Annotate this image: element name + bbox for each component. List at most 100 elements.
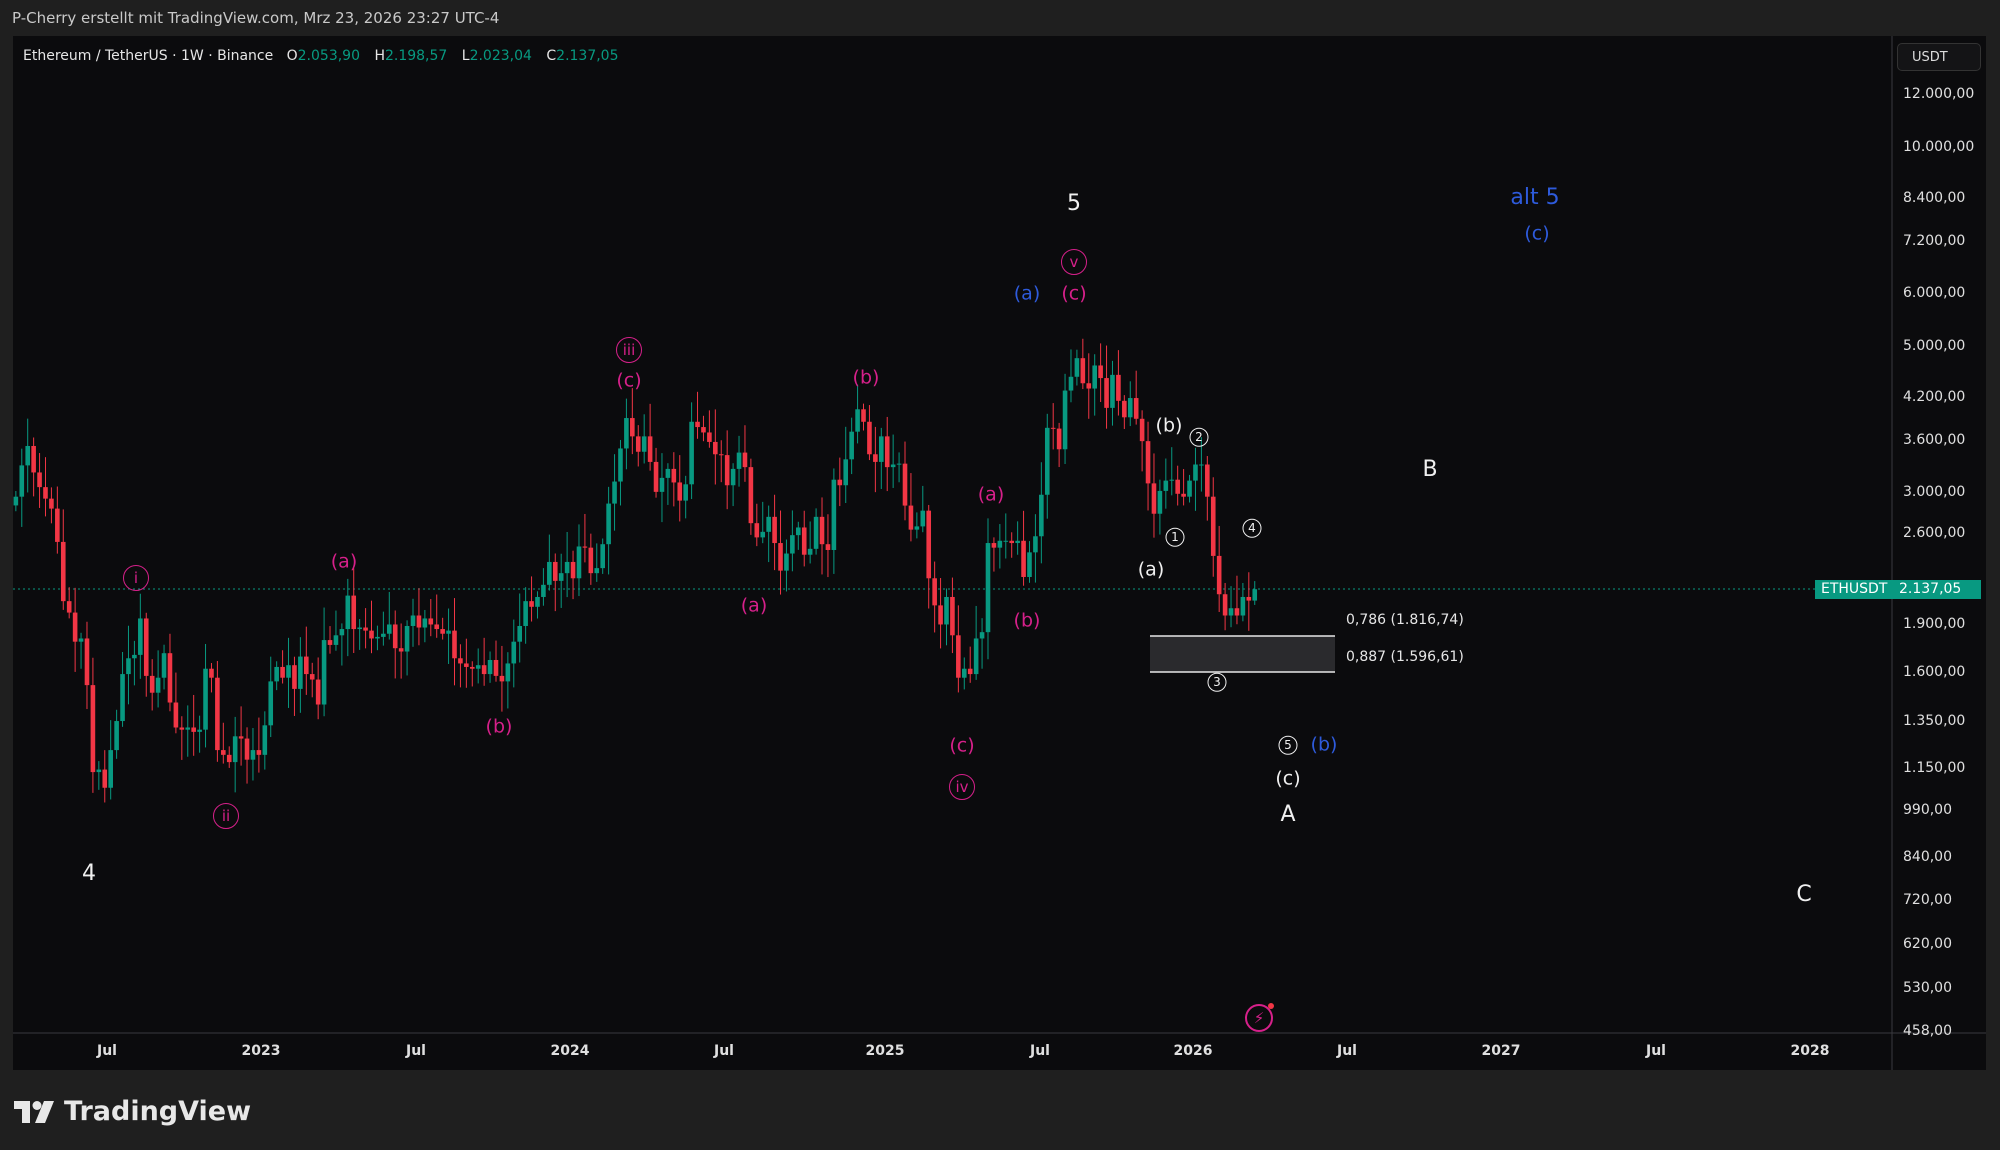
candle-body (1210, 496, 1216, 556)
candle-body (653, 461, 659, 492)
wave-label-A: A (1280, 802, 1296, 827)
wave-label-iii: iii (616, 337, 642, 363)
candle-body (1056, 428, 1062, 450)
candle-body (333, 635, 339, 645)
candle-body (1092, 365, 1097, 389)
candle-body (304, 656, 309, 675)
candle-body (576, 546, 582, 579)
candle-body (1133, 398, 1139, 419)
wave-label-4: 4 (82, 861, 96, 886)
candle-body (837, 479, 843, 486)
candle-body (1074, 358, 1080, 377)
candle-body (215, 677, 220, 751)
candle-body (1199, 464, 1204, 466)
time-tick: Jul (406, 1043, 426, 1059)
candle-body (695, 421, 700, 428)
candle-body (327, 640, 333, 645)
candle-body (1222, 594, 1228, 616)
time-tick: 2023 (241, 1043, 281, 1059)
candle-body (582, 546, 588, 548)
candle-body (132, 654, 137, 659)
candle-body (1050, 427, 1056, 429)
candle-body (778, 543, 783, 571)
candle-body (197, 729, 202, 732)
price-tick: 3.000,00 (1903, 484, 1966, 500)
close-label: C (546, 48, 557, 64)
candle-body (1098, 365, 1103, 379)
candle-body (1163, 480, 1169, 491)
candle-body (701, 427, 706, 433)
wave-label-a-white: (a) (1137, 558, 1165, 581)
candle-body (410, 615, 416, 626)
candle-body (570, 561, 576, 579)
chart-caption: P-Cherry erstellt mit TradingView.com, M… (12, 9, 500, 27)
wave-label-alt-5: alt 5 (1510, 185, 1560, 210)
wave-label-5: 5 (1067, 191, 1081, 216)
candle-body (1027, 552, 1032, 577)
price-tick: 1.900,00 (1903, 616, 1966, 632)
time-tick: Jul (97, 1043, 117, 1059)
candle-body (718, 454, 724, 456)
candle-body (564, 561, 570, 574)
candle-body (647, 436, 653, 462)
candle-body (375, 636, 380, 639)
candle-body (558, 573, 564, 581)
candle-body (238, 736, 244, 739)
candle-body (867, 421, 872, 455)
wave-label-iv: iv (949, 774, 975, 800)
time-tick: 2025 (865, 1043, 905, 1059)
price-tick: 840,00 (1903, 849, 1952, 865)
candle-body (754, 523, 760, 538)
candle-body (635, 436, 641, 452)
candle-body (185, 727, 191, 730)
candle-body (594, 568, 600, 574)
candle-body (60, 541, 66, 602)
high-value: 2.198,57 (384, 48, 448, 64)
fib-label-0887: 0,887 (1.596,61) (1346, 649, 1464, 665)
time-tick: Jul (1337, 1043, 1357, 1059)
time-tick: 2024 (550, 1043, 590, 1059)
candle-body (381, 633, 386, 637)
candle-body (469, 666, 475, 669)
candle-body (1039, 494, 1044, 537)
candle-body (72, 612, 78, 642)
candle-body (1205, 464, 1210, 497)
wave-label-2: 2 (1189, 427, 1209, 447)
currency-selector[interactable]: USDT (1897, 43, 1981, 71)
candle-body (13, 496, 19, 506)
candle-body (896, 463, 902, 465)
symbol-legend[interactable]: Ethereum / TetherUS · 1W · Binance O2.05… (23, 48, 629, 64)
candle-body (499, 675, 505, 682)
candle-body (1175, 479, 1180, 494)
lightning-event-icon[interactable]: ⚡ (1245, 1003, 1274, 1032)
wave-label-b: (b) (485, 715, 513, 738)
symbol-name: Ethereum / TetherUS · 1W · Binance (23, 48, 274, 64)
candle-body (1145, 441, 1151, 484)
candle-body (529, 601, 534, 607)
tradingview-logo: TradingView (14, 1096, 251, 1127)
candle-body (689, 421, 694, 485)
candle-body (464, 663, 469, 667)
time-tick: 2026 (1173, 1043, 1213, 1059)
candle-body (84, 638, 90, 686)
candle-body (600, 544, 605, 569)
candle-body (191, 727, 196, 732)
open-label: O (286, 48, 298, 64)
candle-body (784, 553, 789, 571)
candle-body (280, 666, 285, 678)
wave-label-c: (c) (1061, 282, 1087, 305)
close-value: 2.137,05 (556, 48, 619, 64)
wave-label-3: 3 (1207, 672, 1227, 692)
candle-body (766, 516, 771, 532)
candle-body (665, 468, 671, 478)
candle-body (386, 624, 392, 634)
wave-label-a: (a) (330, 550, 358, 573)
candle-body (944, 596, 949, 625)
fib-zone (1150, 636, 1335, 672)
last-price-tag: 2.137,05 (1893, 580, 1981, 599)
price-tick: 530,00 (1903, 980, 1952, 996)
wave-label-c-blue: (c) (1524, 222, 1550, 245)
candle-body (956, 635, 961, 678)
candle-body (938, 605, 943, 625)
